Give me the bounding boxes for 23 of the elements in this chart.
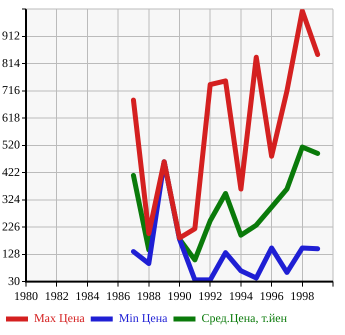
x-tick-label: 1984 (75, 288, 100, 303)
x-tick-label: 1990 (168, 288, 192, 303)
y-tick-label: 716 (2, 83, 20, 98)
y-tick-label: 912 (2, 28, 20, 43)
y-tick-label: 226 (2, 219, 20, 234)
legend-label: Сред.Цена, т.йен (201, 311, 288, 326)
legend-label: Min Цена (118, 311, 168, 326)
y-tick-label: 128 (2, 246, 20, 261)
x-tick-label: 1998 (290, 288, 314, 303)
x-tick-label: 1996 (260, 288, 284, 303)
x-tick-label: 1994 (228, 288, 253, 303)
y-tick-label: 422 (2, 164, 20, 179)
y-tick-label: 30 (8, 274, 20, 288)
y-tick-label: 814 (2, 56, 20, 70)
x-tick-label: 1982 (44, 288, 69, 303)
x-tick-label: 1988 (136, 288, 161, 303)
x-tick-label: 1986 (106, 288, 130, 303)
y-tick-label: 520 (2, 138, 20, 152)
x-tick-label: 1980 (14, 288, 38, 303)
y-tick-label: 618 (2, 110, 20, 124)
x-tick-label: 1992 (198, 288, 222, 303)
y-tick-label: 324 (2, 192, 20, 206)
legend-label: Max Цена (34, 311, 86, 326)
